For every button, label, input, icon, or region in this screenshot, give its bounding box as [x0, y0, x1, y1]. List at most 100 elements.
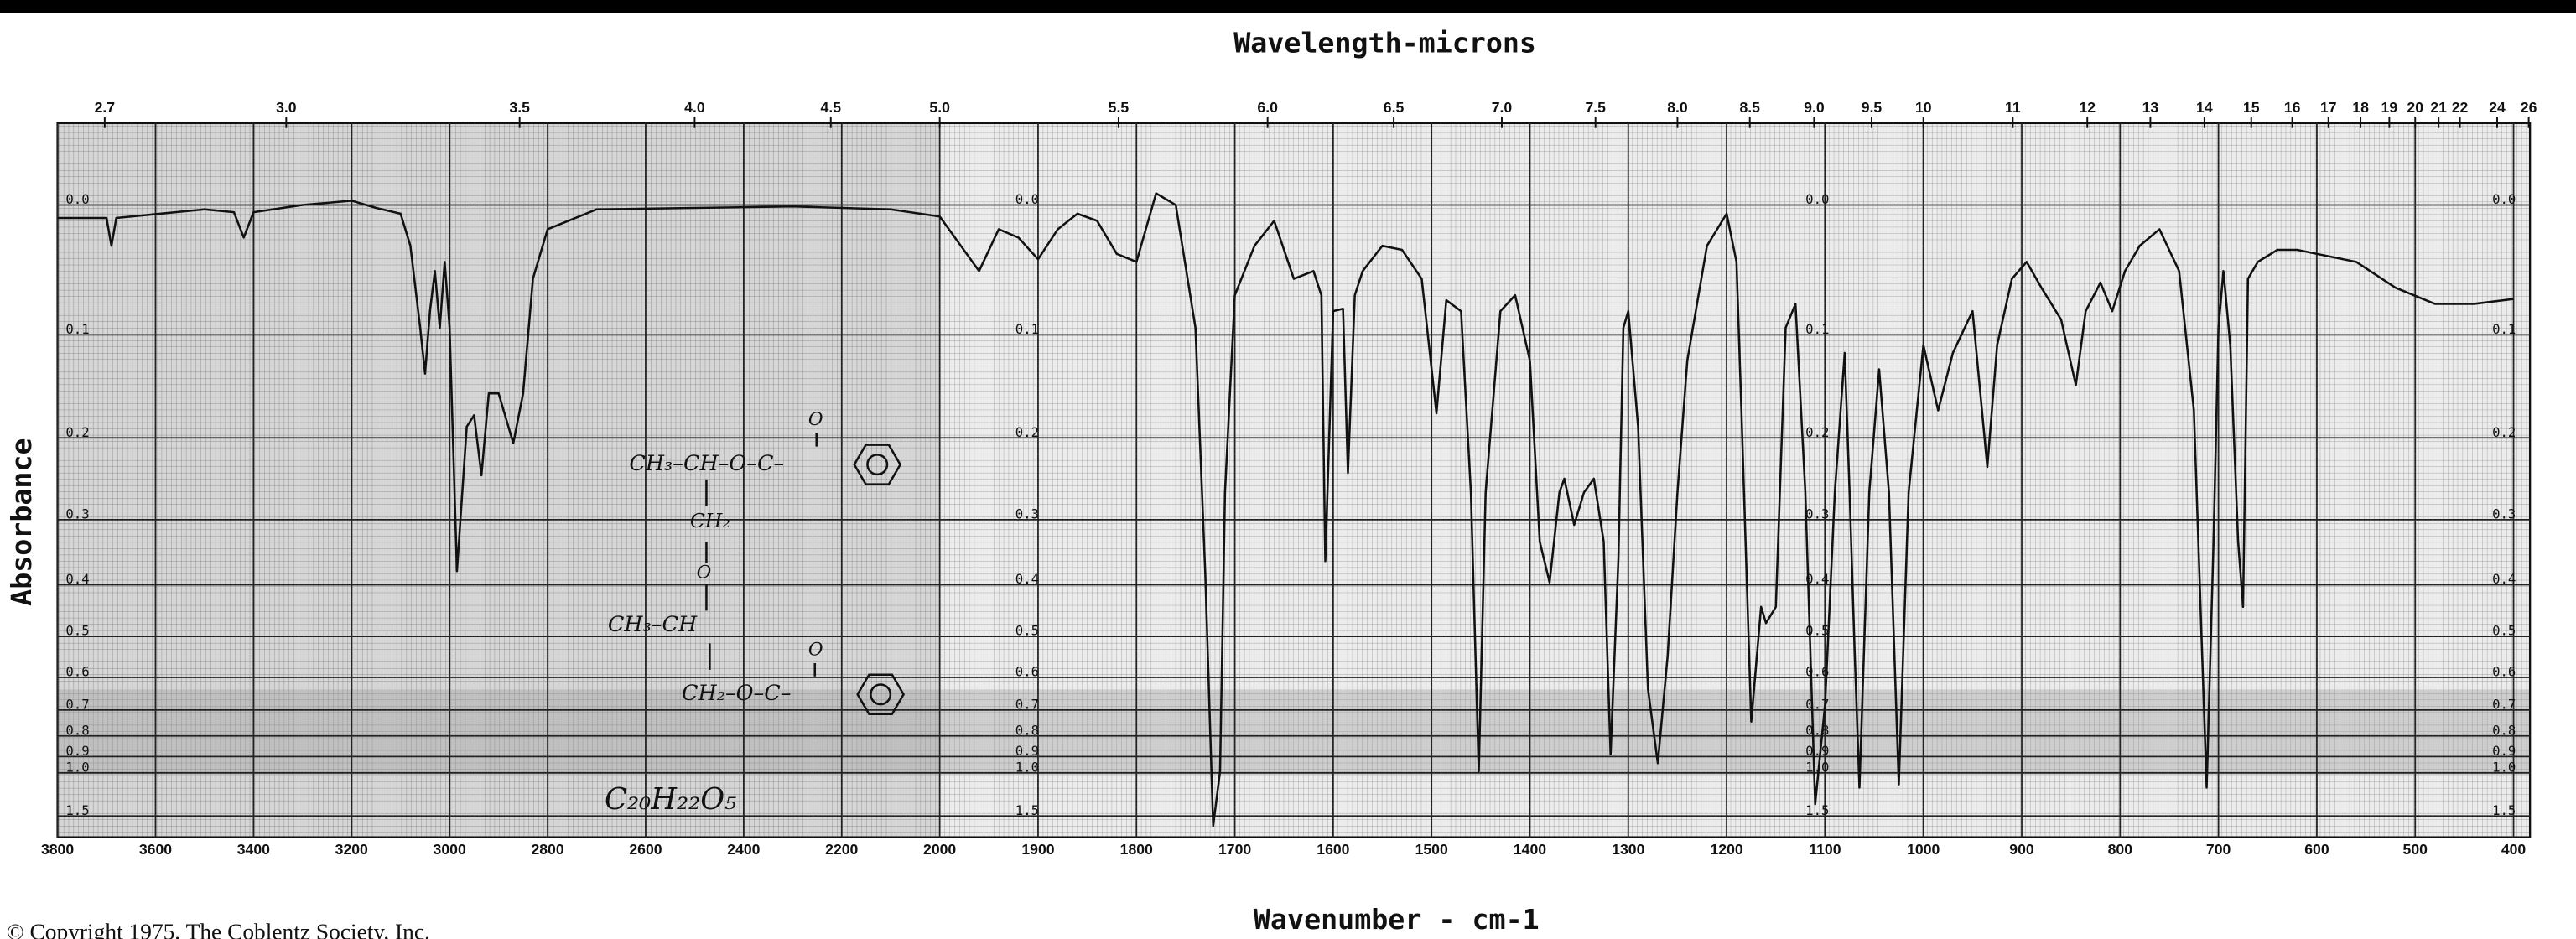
copyright: © Copyright 1975, The Coblentz Society, … — [7, 919, 430, 939]
x-tick-label: 3400 — [237, 841, 270, 858]
top-tick-label: 8.0 — [1667, 99, 1688, 116]
top-tick-label: 17 — [2320, 99, 2337, 116]
y-tick-label: 0.9 — [1015, 743, 1039, 759]
y-axis-title: Absorbance — [5, 438, 38, 605]
x-tick-label: 3600 — [139, 841, 172, 858]
top-tick-label: 3.5 — [509, 99, 530, 116]
top-tick-label: 20 — [2407, 99, 2423, 116]
x-tick-label: 3000 — [434, 841, 466, 858]
x-tick-label: 1000 — [1907, 841, 1940, 858]
structure-annotation: O — [697, 562, 712, 583]
x-tick-label: 2800 — [531, 841, 564, 858]
y-tick-label: 0.8 — [1805, 722, 1829, 738]
x-tick-label: 2400 — [727, 841, 760, 858]
benzene-ring — [856, 673, 906, 716]
structure-annotation: CH₂–O–C– — [682, 681, 791, 706]
x-tick-label: 600 — [2304, 841, 2329, 858]
y-tick-label: 0.6 — [1015, 664, 1039, 680]
x-tick-label: 700 — [2206, 841, 2231, 858]
structure-annotation: C₂₀H₂₂O₅ — [605, 782, 736, 817]
scan-edge — [0, 0, 2576, 13]
marks — [56, 122, 2531, 838]
top-tick-label: 12 — [2079, 99, 2096, 116]
spectrum-line — [57, 192, 2514, 827]
structure-annotation: CH₂ — [690, 509, 730, 532]
top-tick-label: 11 — [2005, 99, 2021, 116]
x-tick-label: 1400 — [1514, 841, 1546, 858]
x-tick-label: 1500 — [1415, 841, 1448, 858]
top-axis-title: Wavelength-microns — [1233, 26, 1536, 59]
x-tick-label: 1200 — [1711, 841, 1743, 858]
y-tick-label: 0.3 — [65, 506, 89, 522]
top-tick-label: 10 — [1915, 99, 1932, 116]
ring-circle — [866, 454, 889, 476]
y-tick-label: 0.2 — [65, 424, 89, 440]
y-tick-label: 0.4 — [1805, 571, 1829, 587]
y-tick-label: 0.1 — [1805, 321, 1829, 337]
top-tick-label: 18 — [2352, 99, 2369, 116]
y-tick-label: 0.2 — [1015, 424, 1039, 440]
y-tick-label: 0.4 — [2492, 571, 2516, 587]
top-tick-label: 9.5 — [1862, 99, 1883, 116]
x-tick-label: 1100 — [1809, 841, 1841, 858]
structure-annotation: O — [808, 639, 823, 660]
y-tick-label: 0.3 — [1805, 506, 1829, 522]
x-axis-title: Wavenumber - cm-1 — [1254, 903, 1540, 936]
x-tick-label: 500 — [2403, 841, 2428, 858]
top-tick-label: 13 — [2142, 99, 2159, 116]
structure-bonds — [705, 433, 818, 677]
structure-annotation: O — [808, 409, 823, 430]
y-tick-label: 0.5 — [65, 623, 89, 639]
x-tick-label: 1800 — [1120, 841, 1153, 858]
top-tick-label: 19 — [2381, 99, 2398, 116]
structure-annotation: CH₃–CH — [608, 612, 698, 637]
top-tick-label: 4.0 — [684, 99, 705, 116]
y-tick-label: 1.5 — [65, 802, 89, 818]
top-tick-label: 4.5 — [821, 99, 842, 116]
y-tick-label: 0.5 — [2492, 623, 2516, 639]
top-tick-label: 5.5 — [1109, 99, 1130, 116]
y-tick-label: 0.1 — [1015, 321, 1039, 337]
y-tick-label: 0.0 — [65, 191, 89, 207]
y-tick-label: 0.3 — [2492, 506, 2516, 522]
y-tick-label: 0.7 — [1015, 697, 1039, 713]
y-tick-label: 0.9 — [2492, 743, 2516, 759]
x-tick-label: 1600 — [1317, 841, 1349, 858]
y-tick-label: 1.0 — [1805, 759, 1829, 775]
top-tick-label: 24 — [2489, 99, 2506, 116]
x-tick-label: 3800 — [41, 841, 74, 858]
fine-grid-left — [57, 122, 940, 838]
top-tick-label: 21 — [2430, 99, 2447, 116]
y-tick-label: 1.0 — [2492, 759, 2516, 775]
scan-band — [57, 689, 2531, 776]
y-tick-label: 0.6 — [2492, 664, 2516, 680]
y-tick-label: 0.9 — [65, 743, 89, 759]
x-tick-label: 800 — [2108, 841, 2133, 858]
top-tick-label: 9.0 — [1804, 99, 1825, 116]
top-tick-label: 14 — [2196, 99, 2213, 116]
y-tick-label: 0.0 — [1805, 191, 1829, 207]
benzene-ring — [853, 444, 902, 485]
top-tick-label: 26 — [2521, 99, 2537, 116]
top-tick-label: 6.0 — [1257, 99, 1278, 116]
y-tick-label: 0.5 — [1015, 623, 1039, 639]
x-tick-label: 2000 — [923, 841, 956, 858]
y-tick-label: 0.8 — [2492, 722, 2516, 738]
y-tick-label: 0.0 — [2492, 191, 2516, 207]
x-tick-label: 3200 — [335, 841, 368, 858]
y-tick-label: 0.1 — [65, 321, 89, 337]
y-tick-label: 1.0 — [65, 759, 89, 775]
y-tick-label: 0.4 — [65, 571, 89, 587]
y-tick-label: 0.7 — [2492, 697, 2516, 713]
top-tick-label: 8.5 — [1739, 99, 1760, 116]
top-tick-label: 22 — [2452, 99, 2469, 116]
y-tick-label: 1.0 — [1015, 759, 1039, 775]
y-tick-label: 1.5 — [1805, 802, 1829, 818]
top-tick-label: 5.0 — [929, 99, 950, 116]
x-tick-label: 1700 — [1218, 841, 1251, 858]
y-tick-label: 0.8 — [65, 722, 89, 738]
top-tick-label: 7.0 — [1492, 99, 1513, 116]
y-tick-label: 0.6 — [65, 664, 89, 680]
ring-circle — [870, 683, 892, 706]
